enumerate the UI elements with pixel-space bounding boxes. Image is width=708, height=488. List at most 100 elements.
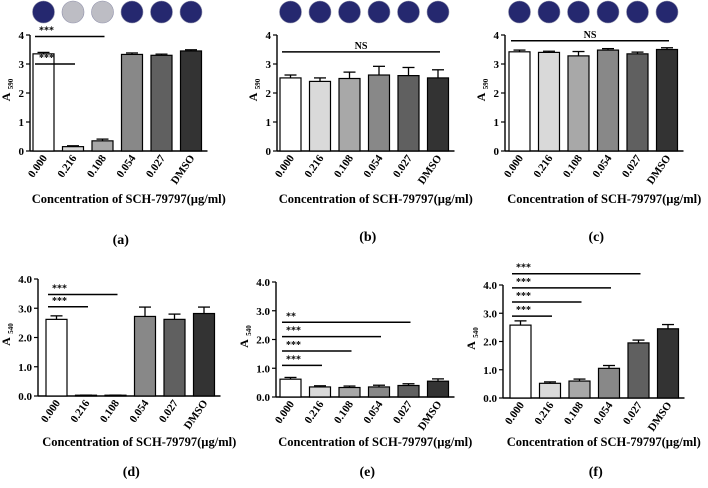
bar [655, 48, 679, 152]
y-axis-label-main: A [0, 337, 13, 346]
bar [568, 380, 591, 399]
plate-well [338, 0, 361, 24]
y-tick-label: 0.0 [483, 393, 497, 405]
chart-panel: 0 1 2 3 4 A 590 0.000 0.216 0.108 0.054 0.027 DMSO NS… [246, 0, 473, 245]
bar [656, 328, 680, 399]
y-tick-label: 1 [494, 117, 500, 129]
y-axis-label-sub: 590 [7, 78, 15, 89]
bar [120, 53, 144, 152]
x-axis-label: Concentration of SCH-79797(µg/ml) [279, 192, 473, 206]
x-tick-label: 0.027 [157, 397, 181, 425]
bar [567, 55, 590, 152]
y-tick-label: 1.0 [483, 365, 497, 377]
y-tick-label: 3 [494, 59, 500, 71]
y-tick-label: 1 [19, 117, 25, 129]
bar [426, 380, 450, 398]
y-tick-label: 2 [494, 88, 500, 100]
plate-well [397, 0, 420, 24]
y-tick-label: 3 [266, 59, 272, 71]
significance-label: NS [584, 30, 597, 41]
y-tick-label: 3 [19, 59, 25, 71]
x-tick-label-group: 0.216 [55, 152, 79, 180]
y-axis-label-main: A [464, 341, 478, 350]
y-tick-label: 0.0 [256, 392, 270, 404]
x-tick-label: DMSO [646, 399, 675, 433]
plate-well [426, 0, 450, 24]
y-tick-label: 4.0 [256, 277, 270, 289]
y-tick-label: 4 [494, 30, 500, 42]
bar [626, 53, 649, 152]
plate-well [567, 0, 590, 24]
x-tick-label-group: 0.000 [273, 152, 297, 180]
y-tick-label: 4.0 [483, 280, 497, 292]
x-tick-label-group: DMSO [645, 152, 674, 186]
x-tick-label-group: DMSO [416, 152, 445, 186]
bar [508, 51, 531, 152]
x-tick-label: 0.000 [502, 152, 526, 180]
y-axis-label: A 590 [474, 78, 490, 101]
bar [45, 318, 68, 397]
bar [163, 318, 186, 397]
bar [597, 367, 621, 399]
x-tick-label-group: 0.000 [273, 398, 297, 426]
x-tick-label: 0.108 [332, 398, 356, 426]
y-tick-label: 2.0 [483, 337, 497, 349]
x-tick-label-group: 0.216 [302, 398, 326, 426]
bar [150, 54, 173, 152]
bar [596, 49, 620, 152]
y-axis-label: A 590 [246, 78, 262, 101]
chart-panel: 0.0 1.0 2.0 3.0 4.0 A 540 0.000 0.216 0.108 0.054 0… [237, 277, 472, 480]
x-tick-label-group: 0.108 [332, 398, 356, 426]
x-tick-label: DMSO [182, 397, 211, 431]
y-tick-label: 3.0 [483, 308, 497, 320]
x-tick-label-group: 0.054 [361, 398, 385, 426]
plate-well [61, 0, 85, 24]
x-tick-label: 0.054 [114, 152, 138, 180]
plate-well [120, 0, 144, 24]
bar [279, 77, 302, 152]
x-tick-label: 0.108 [85, 152, 109, 180]
x-tick-label-group: 0.054 [361, 152, 385, 180]
significance-label: *** [516, 291, 531, 302]
x-tick-label-group: DMSO [182, 397, 211, 431]
plate-well [91, 0, 114, 24]
plate-well [537, 0, 561, 24]
y-tick-label: 1.0 [18, 362, 32, 374]
x-tick-label-group: 0.000 [503, 399, 527, 427]
x-tick-label-group: DMSO [169, 152, 198, 186]
x-tick-label: 0.000 [503, 399, 527, 427]
x-tick-label: 0.108 [98, 397, 122, 425]
plate-well [626, 0, 649, 24]
chart-panel: 0 1 2 3 4 A 590 0.000 0.216 0.108 0.054 0.027 DMSO NS… [474, 0, 701, 245]
chart-panel: 0.0 1.0 2.0 3.0 4.0 A 540 0.000 0.216 0.108 0.054 0… [464, 263, 701, 480]
x-tick-label: 0.108 [332, 152, 356, 180]
bar [397, 384, 420, 398]
plate-well [367, 0, 391, 24]
plate-well [655, 0, 679, 24]
x-tick-label-group: DMSO [416, 398, 445, 432]
significance-label: *** [52, 284, 67, 295]
y-axis-label-sub: 590 [482, 78, 490, 89]
y-tick-label: 3.0 [18, 303, 32, 315]
y-tick-label: 0 [19, 146, 25, 158]
x-tick-label: 0.216 [302, 152, 326, 180]
plate-well [32, 0, 55, 24]
x-tick-label-group: 0.108 [562, 399, 586, 427]
bar [192, 312, 216, 397]
panel-label: (a) [113, 233, 130, 248]
y-axis-label-main: A [474, 92, 488, 101]
panel-label: (f) [589, 465, 603, 480]
y-tick-label: 2 [19, 88, 25, 100]
y-tick-label: 4.0 [18, 274, 32, 286]
x-tick-label: 0.000 [273, 152, 297, 180]
x-tick-label-group: 0.054 [114, 152, 138, 180]
x-tick-label: 0.027 [620, 152, 644, 180]
x-tick-label: 0.216 [302, 398, 326, 426]
x-axis-label: Concentration of SCH-79797(µg/ml) [32, 192, 226, 206]
y-axis-label: A 540 [0, 323, 15, 346]
significance-label: *** [516, 305, 531, 316]
x-tick-label: 0.054 [361, 398, 385, 426]
y-axis-label-sub: 540 [245, 325, 253, 336]
x-tick-label: 0.054 [591, 399, 615, 427]
x-tick-label-group: 0.027 [144, 152, 168, 180]
